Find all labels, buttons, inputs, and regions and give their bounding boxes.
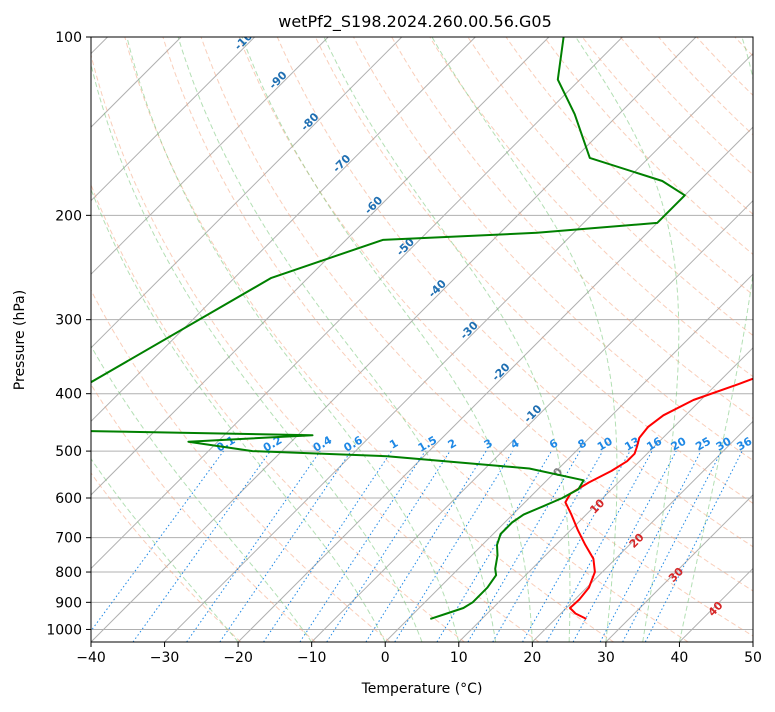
y-tick-label: 800: [55, 565, 82, 581]
x-axis-label: Temperature (°C): [361, 681, 483, 697]
y-tick-label: 1000: [46, 622, 82, 638]
y-tick-label: 700: [55, 531, 82, 547]
y-tick-label: 100: [55, 30, 82, 46]
y-tick-label: 500: [55, 444, 82, 460]
x-tick-label: −10: [297, 650, 327, 666]
x-tick-label: 20: [523, 650, 541, 666]
x-tick-label: 30: [597, 650, 615, 666]
y-tick-label: 400: [55, 387, 82, 403]
x-tick-label: 10: [450, 650, 468, 666]
x-tick-label: −40: [76, 650, 106, 666]
y-axis-label: Pressure (hPa): [12, 290, 28, 390]
x-tick-label: −30: [150, 650, 180, 666]
x-tick-label: 50: [744, 650, 762, 666]
y-tick-label: 200: [55, 208, 82, 224]
x-tick-label: 0: [381, 650, 390, 666]
x-tick-label: 40: [671, 650, 689, 666]
chart-title: wetPf2_S198.2024.260.00.56.G05: [278, 12, 552, 32]
x-tick-label: −20: [223, 650, 253, 666]
y-tick-label: 900: [55, 595, 82, 611]
y-tick-label: 600: [55, 491, 82, 507]
y-tick-label: 300: [55, 313, 82, 329]
